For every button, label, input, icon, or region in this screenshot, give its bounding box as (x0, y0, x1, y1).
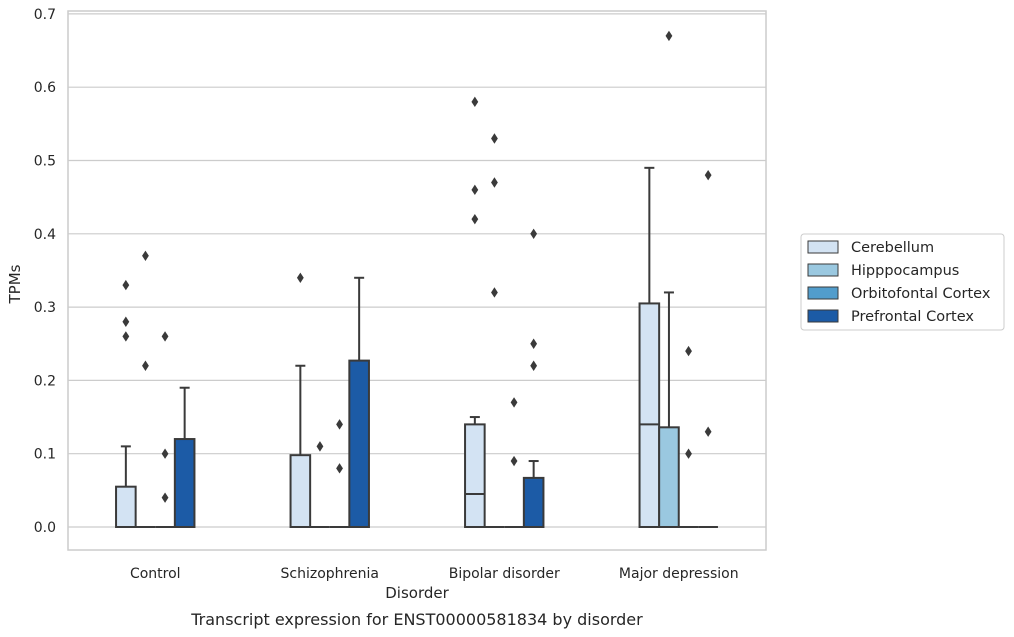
outlier-point (491, 177, 498, 188)
y-tick-label: 0.6 (34, 80, 56, 96)
box (348, 276, 370, 529)
box-body (638, 302, 661, 528)
outlier-point (122, 316, 130, 327)
outlier-point (296, 272, 304, 283)
box (698, 169, 718, 528)
outlier-point (491, 133, 498, 144)
chart-caption: Transcript expression for ENST0000058183… (190, 610, 643, 629)
box-body (289, 454, 312, 528)
legend-swatch (807, 286, 839, 300)
outlier-point (510, 397, 518, 408)
box (329, 419, 350, 528)
box-body (464, 423, 486, 529)
box (504, 397, 524, 528)
plot-frame (67, 10, 767, 551)
outlier-point (161, 331, 169, 342)
outlier-point (530, 338, 538, 349)
outlier-point (161, 448, 169, 459)
x-tick-label: Control (130, 566, 181, 582)
series-hipppocampus (135, 30, 680, 529)
y-tick-labels: 0.0 0.1 0.2 0.3 0.4 0.5 0.6 0.7 (34, 7, 56, 536)
y-tick-label: 0.1 (34, 447, 56, 463)
legend-label: Cerebellum (851, 240, 934, 256)
outlier-point (704, 426, 712, 437)
y-tick-label: 0.7 (34, 7, 56, 23)
legend-swatch (807, 240, 839, 254)
outlier-point (122, 279, 130, 291)
series-prefrontal-cortex (173, 169, 718, 529)
outlier-point (122, 331, 130, 342)
box (638, 166, 661, 528)
axes-frame (67, 10, 767, 551)
box (135, 250, 156, 528)
outlier-point (471, 184, 479, 196)
outlier-point (491, 287, 498, 298)
box (173, 386, 196, 529)
box (115, 279, 137, 528)
outlier-point (336, 419, 343, 430)
box-body (173, 438, 196, 529)
box (464, 96, 486, 529)
box (484, 133, 505, 528)
x-tick-label: Schizophrenia (281, 566, 379, 582)
y-tick-label: 0.3 (34, 300, 56, 316)
outlier-point (510, 455, 518, 467)
box (310, 441, 330, 528)
box (522, 228, 545, 529)
box (678, 345, 699, 528)
legend-frame (800, 233, 1005, 331)
box (658, 30, 680, 529)
x-tick-labels: Control Schizophrenia Bipolar disorder Majo… (130, 566, 739, 582)
outlier-point (530, 360, 538, 371)
outlier-point (704, 169, 712, 181)
legend-label: Hipppocampus (851, 263, 959, 279)
y-tick-label: 0.4 (34, 227, 56, 243)
box (289, 272, 312, 528)
outlier-point (316, 441, 324, 452)
legend-label: Orbitofontal Cortex (851, 286, 991, 302)
outlier-point (665, 30, 673, 42)
legend: Cerebellum Hipppocampus Orbitofontal Corte… (800, 233, 1005, 331)
outlier-point (530, 228, 538, 239)
y-tick-label: 0.5 (34, 154, 56, 170)
legend-label: Prefrontal Cortex (851, 309, 974, 325)
y-tick-label: 0.0 (34, 520, 56, 536)
series-orbitofontal-cortex (155, 331, 699, 528)
box-body (115, 485, 137, 528)
outlier-point (471, 213, 479, 225)
outlier-point (685, 448, 692, 459)
box-body (658, 426, 680, 529)
legend-swatch (807, 263, 839, 277)
outlier-point (685, 345, 692, 357)
box-series (115, 30, 718, 529)
outlier-point (471, 96, 479, 108)
x-tick-label: Major depression (619, 566, 739, 582)
legend-swatch (807, 309, 839, 323)
y-tick-label: 0.2 (34, 373, 56, 389)
outlier-point (161, 492, 169, 503)
outlier-point (142, 250, 149, 261)
box (155, 331, 175, 528)
x-tick-label: Bipolar disorder (449, 566, 560, 582)
box-body (348, 359, 370, 529)
y-axis-title: TPMs (6, 264, 24, 304)
box-body (522, 476, 545, 529)
outlier-point (142, 360, 149, 371)
outlier-point (336, 463, 343, 474)
series-cerebellum (115, 96, 661, 529)
x-axis-title: Disorder (385, 584, 449, 602)
